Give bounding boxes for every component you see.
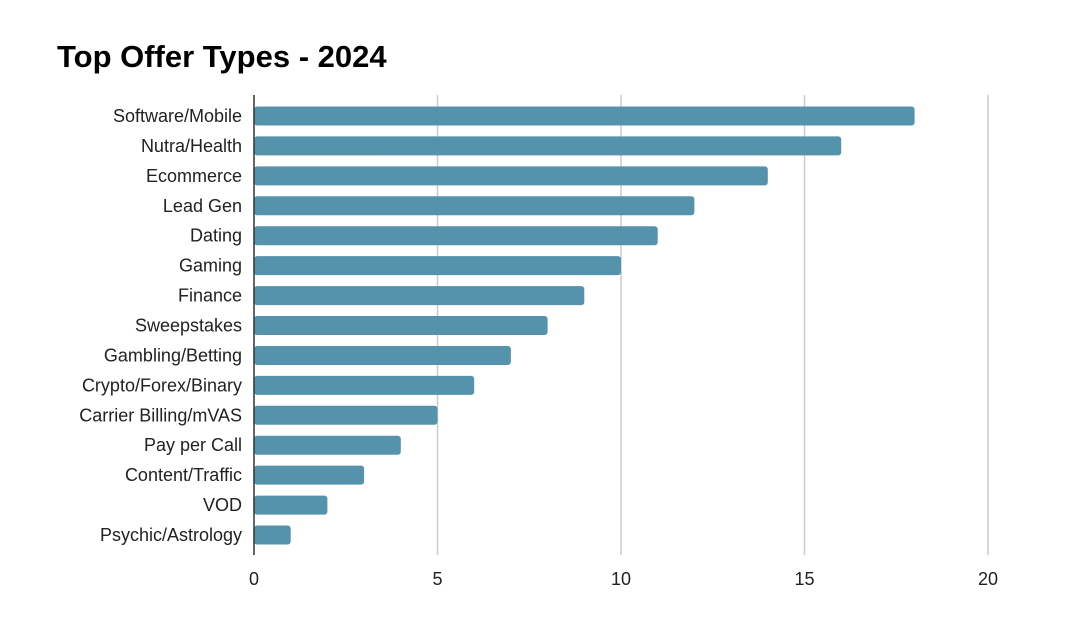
bar — [254, 286, 585, 306]
category-labels: Software/Mobile Nutra/Health Ecommerce Lead… — [79, 106, 242, 545]
category-label: Gaming — [179, 256, 242, 276]
category-label: Nutra/Health — [141, 136, 242, 156]
x-tick-label: 0 — [249, 569, 259, 589]
category-label: Pay per Call — [144, 435, 242, 455]
category-label: Content/Traffic — [125, 465, 242, 485]
bar — [254, 196, 695, 216]
bar — [254, 136, 842, 156]
category-label: Finance — [178, 286, 242, 306]
category-label: Crypto/Forex/Binary — [82, 375, 242, 395]
bar — [254, 375, 475, 395]
bar — [254, 465, 365, 485]
bar — [254, 495, 328, 515]
x-axis-ticks: 0 5 10 15 20 — [249, 569, 998, 589]
x-tick-label: 5 — [432, 569, 442, 589]
category-label: Dating — [190, 226, 242, 246]
category-label: Psychic/Astrology — [100, 525, 242, 545]
bar — [254, 166, 768, 186]
bar — [254, 316, 548, 336]
x-tick-label: 15 — [794, 569, 814, 589]
bar — [254, 405, 438, 425]
category-label: Software/Mobile — [113, 106, 242, 126]
chart-title: Top Offer Types - 2024 — [57, 39, 387, 74]
bar — [254, 345, 511, 365]
bar — [254, 525, 291, 545]
bar — [254, 226, 658, 246]
category-label: Lead Gen — [163, 196, 242, 216]
bars — [254, 106, 915, 545]
category-label: Ecommerce — [146, 166, 242, 186]
x-tick-label: 10 — [611, 569, 631, 589]
category-label: Sweepstakes — [135, 316, 242, 336]
bar — [254, 256, 621, 276]
bar — [254, 435, 401, 455]
category-label: VOD — [203, 495, 242, 515]
category-label: Carrier Billing/mVAS — [79, 405, 242, 425]
bar — [254, 106, 915, 126]
x-tick-label: 20 — [978, 569, 998, 589]
category-label: Gambling/Betting — [104, 345, 242, 365]
